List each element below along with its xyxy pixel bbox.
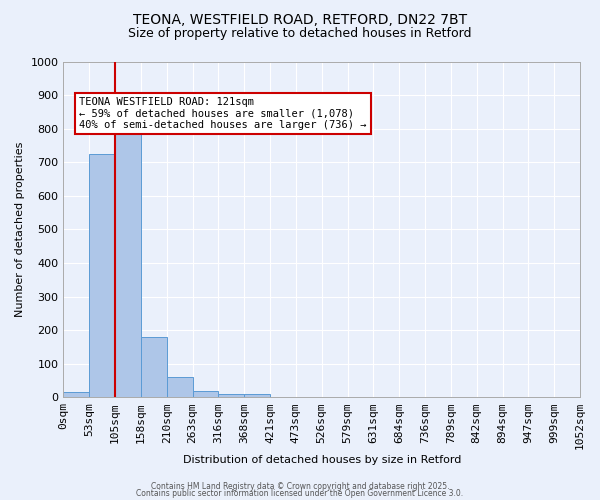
Y-axis label: Number of detached properties: Number of detached properties xyxy=(15,142,25,317)
Bar xyxy=(244,394,270,398)
Text: Size of property relative to detached houses in Retford: Size of property relative to detached ho… xyxy=(128,28,472,40)
Bar xyxy=(89,154,115,398)
Text: TEONA, WESTFIELD ROAD, RETFORD, DN22 7BT: TEONA, WESTFIELD ROAD, RETFORD, DN22 7BT xyxy=(133,12,467,26)
Text: Contains HM Land Registry data © Crown copyright and database right 2025.: Contains HM Land Registry data © Crown c… xyxy=(151,482,449,491)
Bar xyxy=(167,377,193,398)
Bar xyxy=(115,118,141,398)
X-axis label: Distribution of detached houses by size in Retford: Distribution of detached houses by size … xyxy=(182,455,461,465)
Bar xyxy=(218,394,244,398)
Bar xyxy=(141,337,167,398)
Text: TEONA WESTFIELD ROAD: 121sqm
← 59% of detached houses are smaller (1,078)
40% of: TEONA WESTFIELD ROAD: 121sqm ← 59% of de… xyxy=(79,97,367,130)
Bar xyxy=(64,392,89,398)
Text: Contains public sector information licensed under the Open Government Licence 3.: Contains public sector information licen… xyxy=(136,489,464,498)
Bar xyxy=(193,390,218,398)
